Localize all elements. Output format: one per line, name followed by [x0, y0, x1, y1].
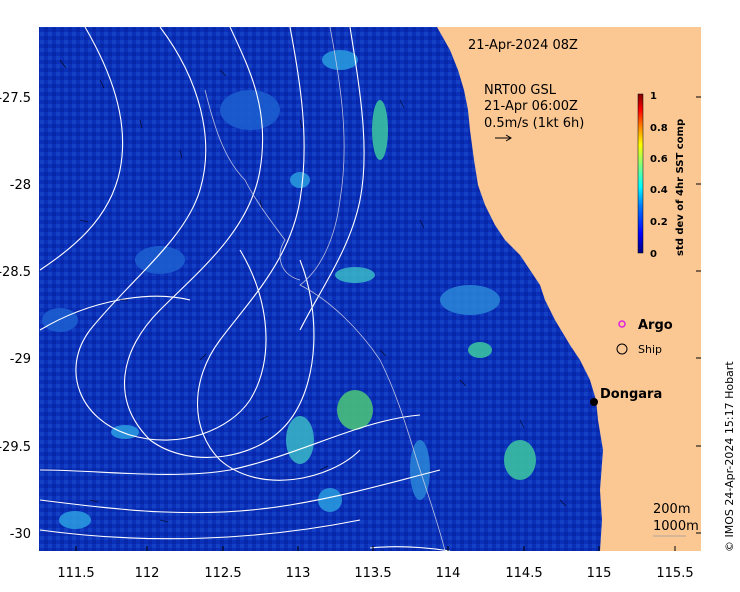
current-source-line3: 0.5m/s (1kt 6h) — [484, 116, 584, 131]
x-tick-label: 112 — [135, 566, 160, 581]
colorbar-tick-label: 0.8 — [650, 123, 668, 134]
isobaths-lines — [204, 27, 446, 551]
current-source-line1: NRT00 GSL — [484, 83, 557, 98]
current-vectors — [59, 59, 567, 523]
y-tick-label: -27.5 — [0, 91, 31, 106]
y-tick-label: -30 — [10, 527, 31, 542]
colorbar-tick-label: 0.6 — [650, 154, 668, 165]
x-tick-label: 114 — [436, 566, 461, 581]
x-tick-label: 114.5 — [505, 566, 542, 581]
y-tick-label: -29.5 — [0, 440, 31, 455]
ship-marker-icon — [616, 343, 628, 355]
isobath-200-label: 200m — [653, 502, 690, 517]
current-source-line2: 21-Apr 06:00Z — [484, 99, 578, 114]
credit-text: © IMOS 24-Apr-2024 15:17 Hobart — [723, 361, 736, 552]
x-tick-label: 111.5 — [57, 566, 94, 581]
colorbar-title: std dev of 4hr SST comp — [675, 119, 686, 256]
y-tick-label: -28.5 — [0, 265, 31, 280]
dongara-label: Dongara — [600, 387, 662, 402]
x-tick-label: 115.5 — [656, 566, 693, 581]
map-timestamp: 21-Apr-2024 08Z — [468, 38, 578, 53]
colorbar-ticks: 1 0.8 0.6 0.4 0.2 0 — [650, 91, 668, 260]
x-tick-label: 113.5 — [354, 566, 391, 581]
y-axis: -27.5 -28 -28.5 -29 -29.5 -30 — [0, 91, 701, 542]
isobath-1000-label: 1000m — [653, 519, 699, 534]
x-tick-label: 115 — [587, 566, 612, 581]
dongara-marker — [590, 398, 598, 406]
y-tick-label: -28 — [10, 178, 31, 193]
colorbar: 1 0.8 0.6 0.4 0.2 0 std dev of 4hr SST comp — [637, 91, 686, 260]
colorbar-tick-label: 1 — [650, 91, 657, 102]
map-plot-area[interactable]: 21-Apr-2024 08Z NRT00 GSL 21-Apr 06:00Z … — [39, 27, 701, 551]
argo-label: Argo — [638, 318, 673, 333]
colorbar-tick-label: 0 — [650, 249, 657, 260]
colorbar-gradient — [637, 93, 644, 254]
colorbar-tick-label: 0.4 — [650, 185, 668, 196]
current-scale-arrow — [495, 134, 512, 142]
argo-marker-icon — [618, 320, 626, 328]
colorbar-tick-label: 0.2 — [650, 217, 668, 228]
x-tick-label: 113 — [286, 566, 311, 581]
ssh-contours — [39, 27, 451, 551]
ship-label: Ship — [638, 343, 662, 356]
australia-land — [437, 27, 701, 551]
y-tick-label: -29 — [10, 352, 31, 367]
x-axis: 111.5 112 112.5 113 113.5 114 114.5 115 115.5 — [57, 546, 694, 581]
x-tick-label: 112.5 — [204, 566, 241, 581]
